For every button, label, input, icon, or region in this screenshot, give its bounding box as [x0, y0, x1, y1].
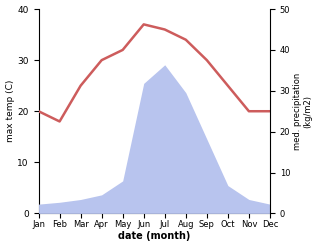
X-axis label: date (month): date (month)	[118, 231, 190, 242]
Y-axis label: max temp (C): max temp (C)	[5, 80, 15, 143]
Y-axis label: med. precipitation
(kg/m2): med. precipitation (kg/m2)	[293, 73, 313, 150]
